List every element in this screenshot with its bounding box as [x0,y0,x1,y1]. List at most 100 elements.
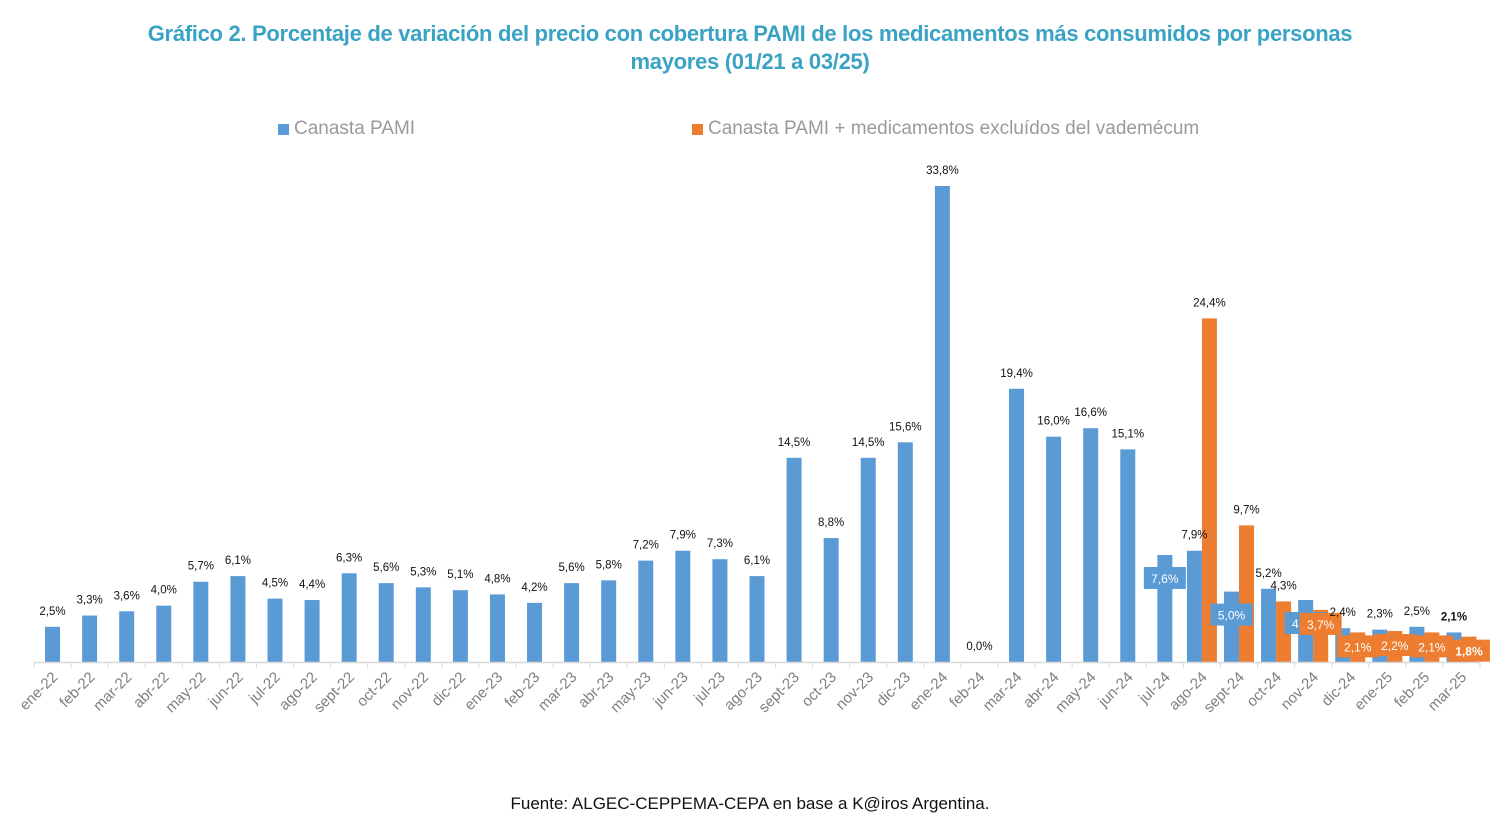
bar-canasta-pami-excluidos [1201,318,1217,662]
bar-canasta-pami [45,626,61,662]
bar-canasta-pami [934,186,950,662]
bar-canasta-pami [452,590,468,662]
data-label-canasta-pami: 7,9% [670,530,696,542]
data-label-canasta-pami: 3,3% [77,595,103,607]
x-tick-label: may-24 [1052,669,1099,716]
x-tick-label: jun-22 [205,669,247,711]
x-tick-label: sept-23 [755,669,802,716]
bar-canasta-pami [1046,436,1062,662]
bar-canasta-pami [378,583,394,662]
x-tick-label: nov-24 [1278,669,1322,713]
bar-canasta-pami [860,457,876,662]
bar-canasta-pami [1186,550,1202,662]
bar-canasta-pami [156,605,172,662]
chart-title-line-2: mayores (01/21 a 03/25) [630,49,870,74]
legend-item-canasta-pami: Canasta PAMI [278,118,415,140]
bar-canasta-pami-excluidos [1239,525,1254,662]
bar-canasta-pami [786,457,802,662]
x-tick-label: ene-23 [461,669,506,714]
legend-label: Canasta PAMI + medicamentos excluídos de… [708,118,1200,139]
data-label-canasta-pami: 2,3% [1367,609,1393,621]
x-tick-label: mar-22 [90,669,136,715]
data-label-canasta-pami-excluidos: 2,1% [1344,640,1372,654]
bar-canasta-pami [489,594,505,662]
x-tick-label: oct-22 [354,669,396,711]
data-label-canasta-pami: 5,8% [596,559,622,571]
bar-canasta-pami [415,587,431,662]
bar-canasta-pami [1083,428,1099,662]
x-tick-label: ene-22 [16,669,61,714]
data-label-canasta-pami: 5,2% [1255,568,1281,580]
data-label-canasta-pami: 7,3% [707,538,733,550]
data-label-canasta-pami: 5,1% [447,569,473,581]
data-label-canasta-pami-excluidos: 24,4% [1193,297,1226,309]
data-label-box [1410,635,1453,658]
data-label-canasta-pami: 16,6% [1074,407,1107,419]
data-label-canasta-pami: 6,3% [336,552,362,564]
data-label-canasta-pami: 19,4% [1000,368,1033,380]
bar-canasta-pami [1120,449,1136,662]
data-label-canasta-pami: 33,8% [926,165,959,177]
legend-item-canasta-pami-excluidos: Canasta PAMI + medicamentos excluídos de… [692,118,1199,140]
legend-swatch-blue [278,123,289,135]
data-label-box [1143,566,1186,589]
data-label-box [1336,635,1379,658]
data-label-canasta-pami: 16,0% [1037,416,1070,428]
bar-canasta-pami [230,576,246,662]
data-label-canasta-pami: 4,5% [262,578,288,590]
bar-canasta-pami [712,559,728,662]
data-label-canasta-pami-excluidos: 2,2% [1381,639,1409,653]
x-tick-label: may-22 [162,669,209,716]
legend-label: Canasta PAMI [294,118,416,139]
x-tick-label: mar-23 [535,669,581,715]
bar-canasta-pami [675,550,691,662]
data-label-canasta-pami-excluidos: 3,7% [1307,618,1335,632]
data-label-canasta-pami: 4,0% [151,585,177,597]
data-label-canasta-pami: 6,1% [744,555,770,567]
data-label-canasta-pami: 7,2% [633,540,659,552]
data-labels-layer: 2,5% 3,3% 3,6% 4,0% 5,7% 6,1% 4,5% 4,4% 6,3% 5,6%… [39,165,1490,662]
data-label-canasta-pami-excluidos: 4,3% [1270,580,1296,592]
data-label-canasta-pami: 5,3% [410,566,436,578]
x-tick-label: sept-24 [1200,669,1247,716]
data-label-box [1210,603,1253,626]
data-label-canasta-pami: 15,1% [1111,428,1144,440]
data-label-canasta-pami: 3,6% [114,590,140,602]
chart-title: Gráfico 2. Porcentaje de variación del p… [0,20,1500,76]
data-label-canasta-pami: 0,0% [966,641,992,653]
data-label-canasta-pami: 7,6% [1151,572,1179,586]
data-label-canasta-pami: 8,8% [818,517,844,529]
bar-canasta-pami [1224,591,1239,662]
bar-canasta-pami [823,538,839,662]
x-tick-label: oct-24 [1243,669,1285,711]
x-tick-label: sept-22 [311,669,358,716]
data-label-canasta-pami: 5,6% [373,562,399,574]
data-label-canasta-pami: 5,7% [188,561,214,573]
x-tick-label: mar-24 [980,669,1026,715]
legend: Canasta PAMI Canasta PAMI + medicamentos… [0,118,1500,144]
bar-canasta-pami [267,598,283,662]
bar-canasta-pami [1009,388,1025,662]
data-label-canasta-pami-excluidos: 9,7% [1233,504,1259,516]
data-label-box [1373,634,1416,657]
data-label-canasta-pami: 14,5% [778,437,811,449]
bar-canasta-pami [193,581,209,662]
bars-layer [45,186,1477,662]
x-tick-label: nov-22 [388,669,432,713]
data-label-canasta-pami: 2,5% [39,606,65,618]
x-tick-label: jun-24 [1094,669,1136,711]
x-tick-label: ene-24 [906,669,951,714]
bar-canasta-pami [897,442,913,662]
data-label-canasta-pami: 5,6% [559,562,585,574]
data-label-canasta-pami-excluidos: 1,8% [1455,645,1483,659]
data-label-canasta-pami: 6,1% [225,555,251,567]
data-label-box [1299,612,1342,635]
bar-canasta-pami [119,611,135,662]
bar-canasta-pami [527,602,543,662]
x-tick-label: mar-25 [1425,669,1471,715]
data-label-canasta-pami: 4,8% [484,573,510,585]
x-tick-label: oct-23 [798,669,840,711]
data-label-canasta-pami: 14,5% [852,437,885,449]
data-label-canasta-pami: 2,1% [1441,611,1467,623]
